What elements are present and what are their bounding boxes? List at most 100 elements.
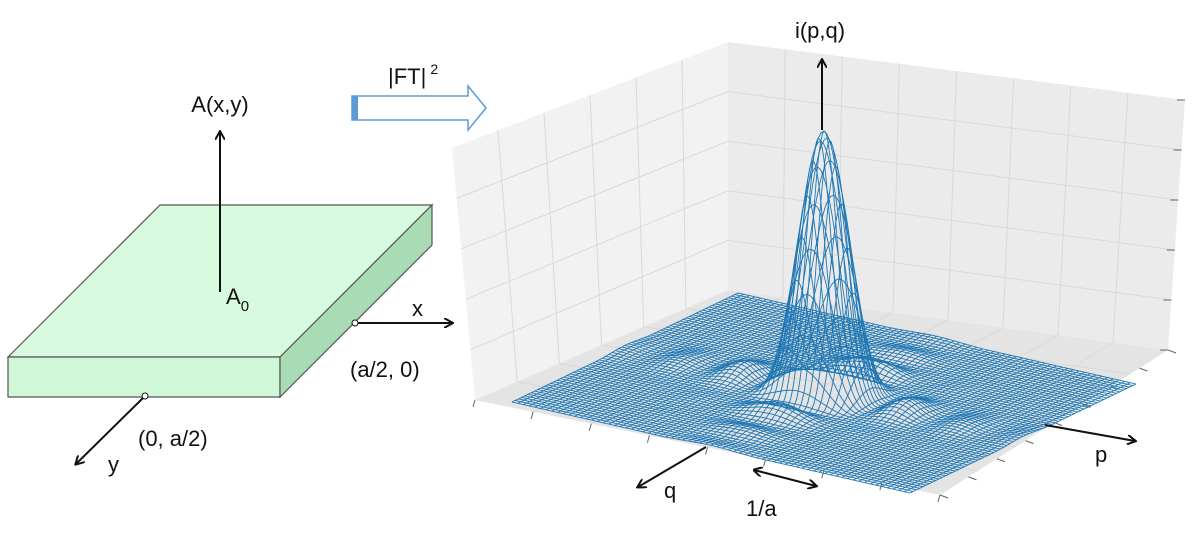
transform-superscript: 2 <box>430 61 438 77</box>
p-axis-label: p <box>1095 442 1107 467</box>
y-axis <box>76 397 144 464</box>
slab-front <box>7 356 281 398</box>
mesh-line <box>734 294 1133 386</box>
a-axis-label: A(x,y) <box>191 92 248 117</box>
i-axis-label: i(p,q) <box>795 18 845 43</box>
mesh-line <box>847 369 1074 480</box>
tick <box>530 411 534 420</box>
mesh-line <box>875 375 1103 486</box>
mesh-line <box>756 348 983 459</box>
pane-grid-line <box>470 239 729 351</box>
mesh-line <box>835 366 1063 477</box>
y-point-label: (0, a/2) <box>138 426 208 451</box>
pane-grid-line <box>727 239 1172 301</box>
pane-grid-line <box>497 130 518 382</box>
mesh-line <box>841 367 1069 478</box>
mesh-line <box>801 358 1029 469</box>
mesh-line <box>660 329 1059 422</box>
transform-arrow-tail <box>352 96 358 120</box>
tick <box>937 494 941 503</box>
tick <box>1139 367 1148 372</box>
mesh-line <box>881 377 1108 487</box>
mesh-line <box>887 378 1114 489</box>
mesh-line <box>628 137 1027 436</box>
x-point <box>351 319 359 327</box>
pane-grid-line <box>461 140 729 250</box>
mesh-line <box>689 315 1088 408</box>
origin-label: A0 <box>226 284 249 315</box>
pane-grid-line <box>543 112 560 364</box>
mesh-line <box>864 373 1091 484</box>
transform-text: |FT| <box>388 64 426 89</box>
mesh-line <box>824 364 1051 474</box>
mesh-line <box>852 370 1080 481</box>
mesh-line <box>818 362 1046 473</box>
pane-grid-line <box>892 63 900 313</box>
p-axis <box>1044 424 1135 441</box>
pane-grid-line <box>681 59 687 309</box>
tick <box>472 399 476 408</box>
mesh-line <box>715 303 1114 396</box>
mesh-line <box>724 298 1124 391</box>
tick <box>968 476 977 481</box>
back-right-pane <box>728 42 1185 350</box>
y-point <box>141 392 149 400</box>
tick <box>939 494 949 499</box>
mesh-line <box>813 361 1040 472</box>
tick <box>705 447 708 455</box>
mesh-line <box>686 317 1085 410</box>
mesh-line <box>657 331 1056 424</box>
mesh-line <box>909 383 1137 494</box>
origin-subscript: 0 <box>241 298 249 315</box>
mesh-line <box>733 247 960 452</box>
mesh-line <box>640 278 1040 431</box>
pane-grid-line <box>1112 92 1129 343</box>
mesh-line <box>631 160 1030 434</box>
x-point-label: (a/2, 0) <box>350 357 420 382</box>
q-axis-label: q <box>664 478 676 503</box>
mesh-line <box>767 351 995 461</box>
tick <box>763 459 767 467</box>
mesh-line <box>790 356 1017 467</box>
tick <box>588 423 592 431</box>
surface <box>511 130 1137 494</box>
mesh-line <box>721 300 1121 393</box>
tick <box>1167 349 1177 354</box>
pane-grid-line <box>727 91 1182 151</box>
mesh-line <box>784 354 1012 465</box>
mesh-line <box>679 320 1079 413</box>
x-axis-label: x <box>412 296 423 321</box>
mesh-line <box>695 312 1095 405</box>
mesh-line <box>728 297 1127 390</box>
mesh-line <box>739 292 966 454</box>
mesh-line <box>663 328 1062 421</box>
pane-grid-line <box>1002 78 1015 328</box>
pane-grid-line <box>823 334 1059 472</box>
q-axis <box>638 446 707 487</box>
mesh-line <box>737 292 1137 385</box>
pane-grid-line <box>727 140 1179 201</box>
mesh-line <box>904 382 1131 493</box>
mesh-line <box>731 295 1130 388</box>
mesh-line <box>702 309 1101 402</box>
pane-grid-line <box>1057 85 1072 336</box>
mesh-line <box>718 301 1117 394</box>
origin-text: A <box>226 284 241 309</box>
mesh-line <box>858 371 1085 482</box>
transform-label: |FT| 2 <box>388 61 438 89</box>
mesh-line <box>716 140 943 448</box>
mesh-line <box>807 360 1034 471</box>
tick <box>996 458 1006 463</box>
mesh-line <box>699 311 1098 404</box>
pane-grid-line <box>465 190 729 300</box>
pane-grid-line <box>635 77 645 327</box>
mesh-line <box>898 380 1125 491</box>
pane-grid-line <box>782 49 786 298</box>
plot-box <box>452 42 1185 503</box>
tick <box>821 471 825 479</box>
slab-side <box>279 203 433 399</box>
mesh-line <box>779 353 1006 464</box>
mesh-line <box>666 326 1066 419</box>
mesh-line <box>796 357 1023 468</box>
